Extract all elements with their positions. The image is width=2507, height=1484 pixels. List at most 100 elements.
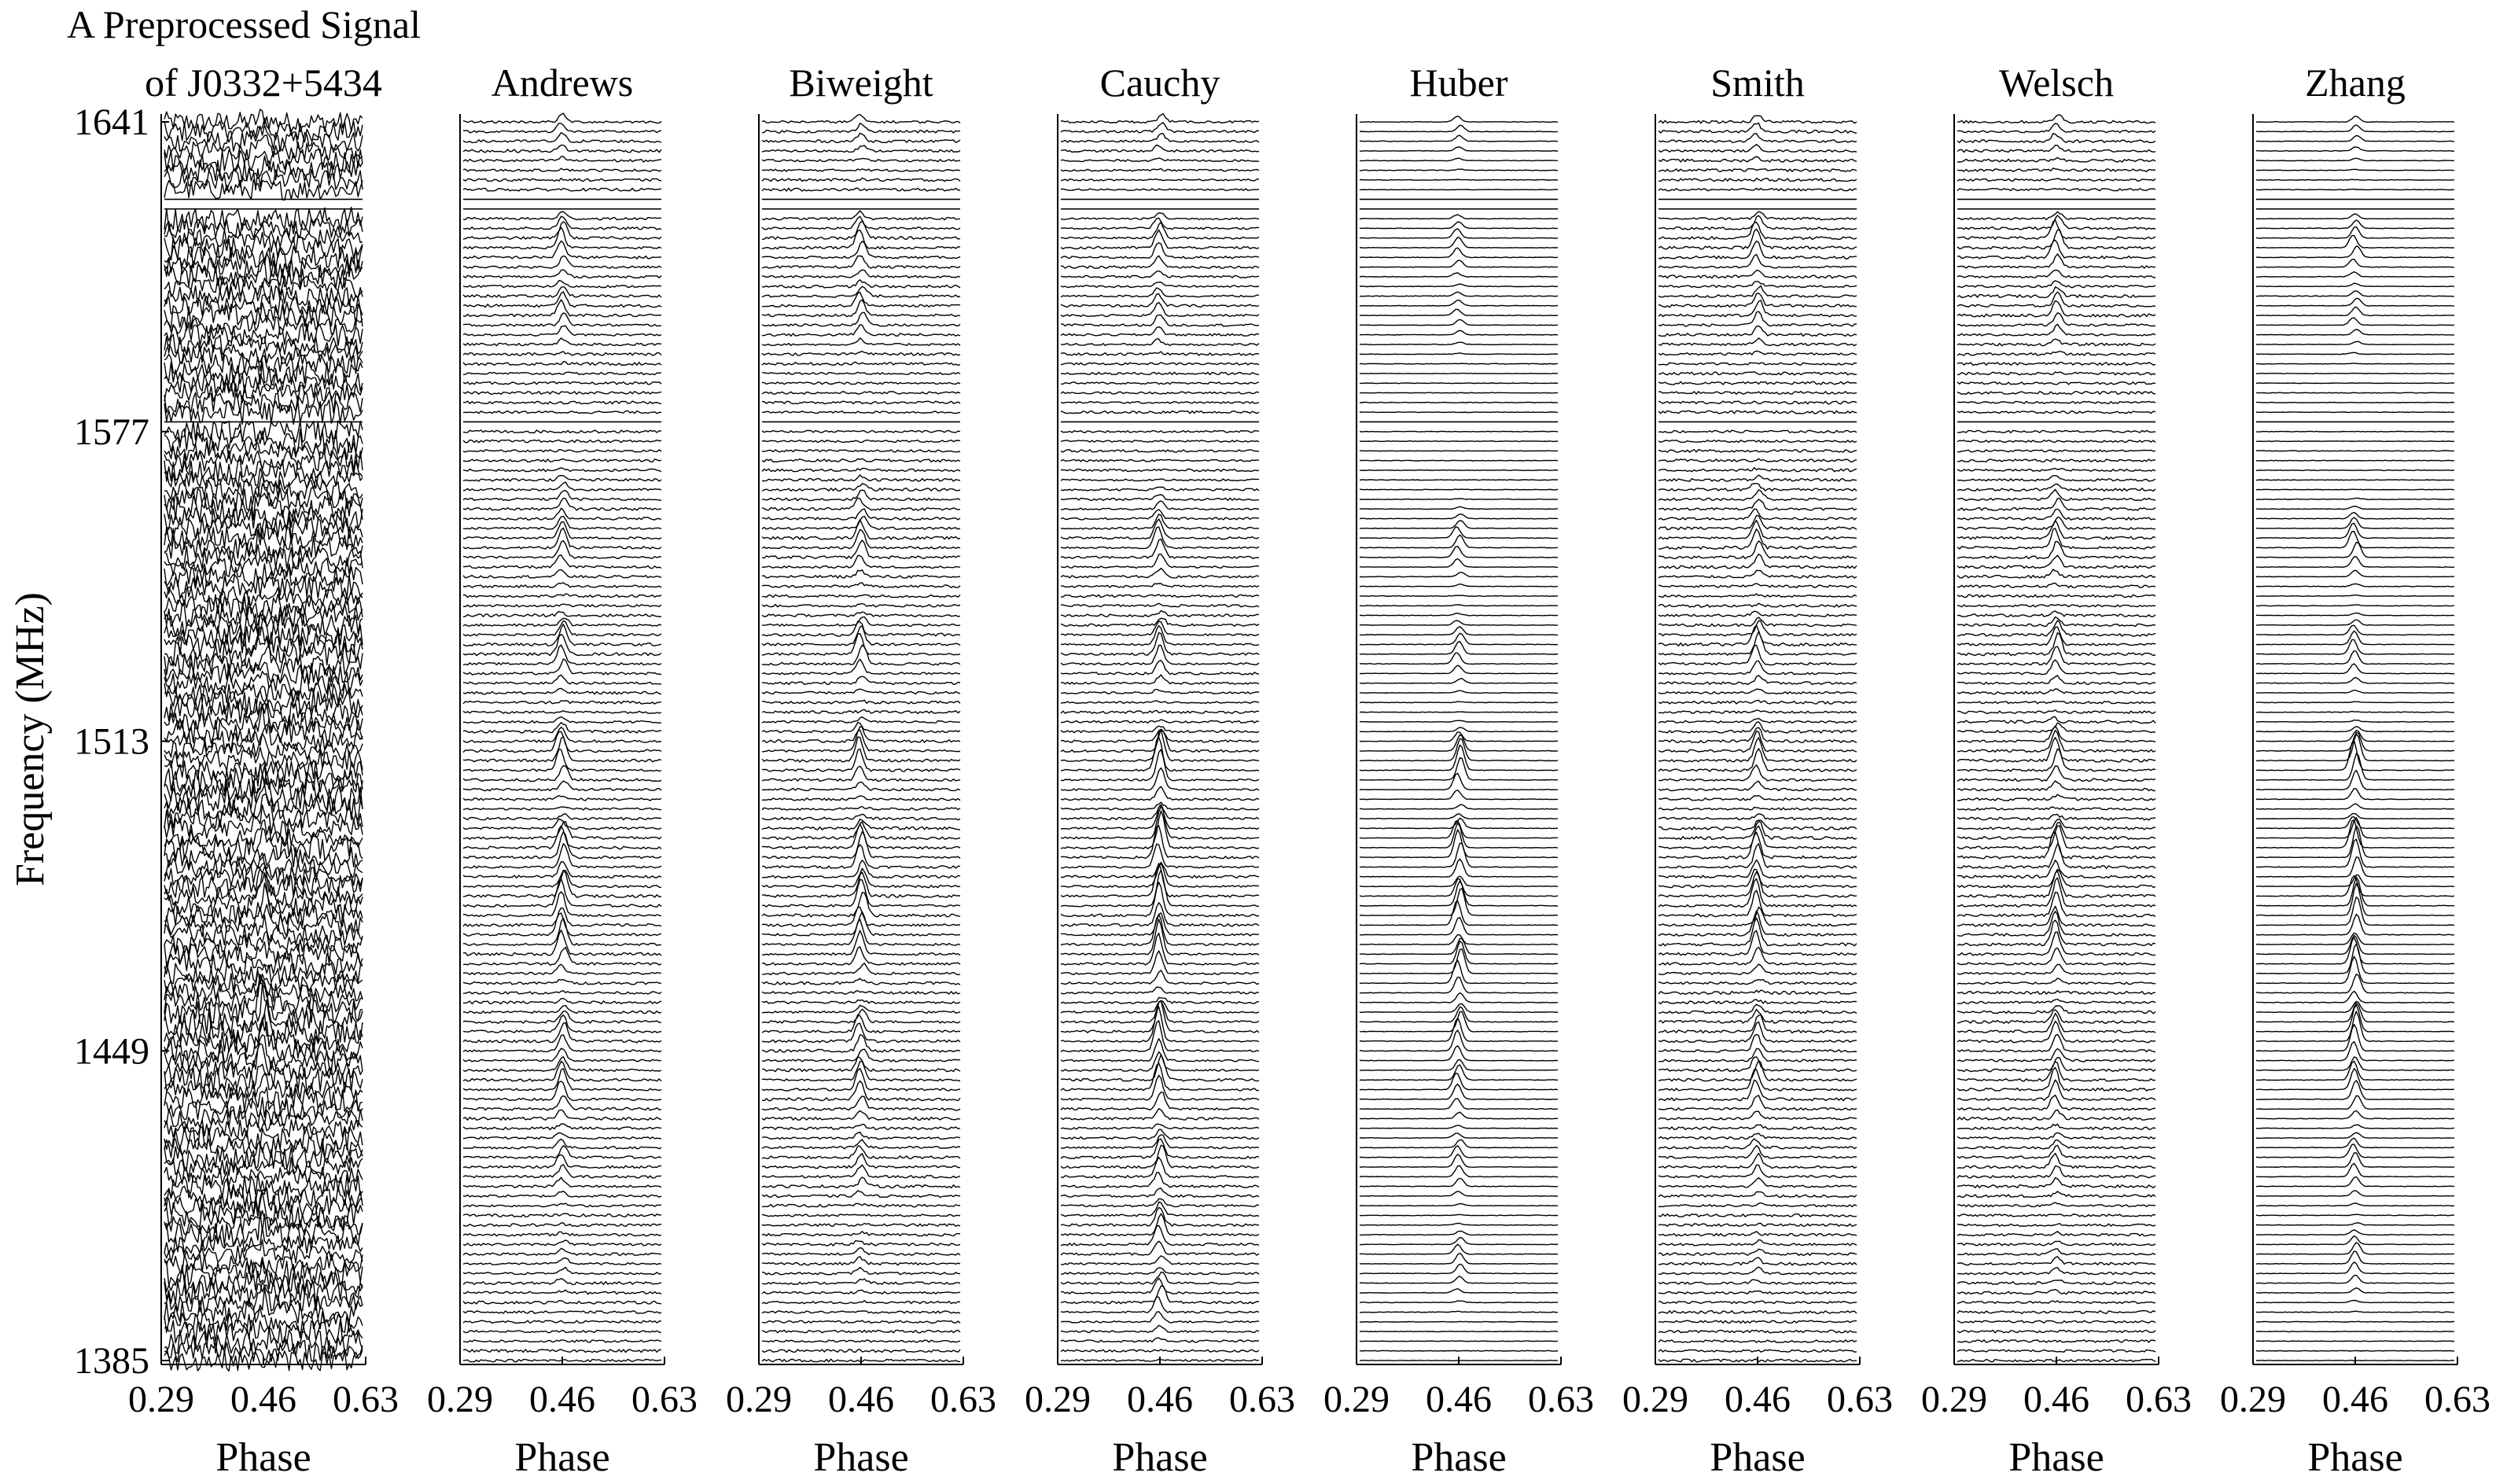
channel-trace (1060, 1129, 1260, 1140)
channel-trace (462, 617, 662, 627)
channel-trace (462, 361, 662, 366)
channel-trace (1060, 514, 1260, 530)
channel-trace (1060, 410, 1260, 414)
channel-trace (761, 978, 961, 985)
x-tick-label: 0.46 (2023, 1379, 2089, 1420)
channel-trace (1359, 300, 1559, 307)
channel-trace (2255, 689, 2455, 694)
channel-trace (2255, 913, 2455, 936)
channel-trace (1060, 902, 1260, 927)
channel-trace (1658, 1021, 1857, 1043)
x-axis-label: Phase (1411, 1435, 1506, 1480)
channel-trace (1360, 134, 1559, 142)
channel-trace (1060, 1224, 1260, 1246)
channel-trace (1060, 168, 1260, 172)
channel-trace (164, 1260, 363, 1287)
channel-trace (164, 275, 363, 298)
channel-trace (761, 279, 961, 289)
channel-trace (164, 1227, 363, 1254)
channel-trace (1060, 478, 1260, 482)
channel-trace (1658, 1177, 1857, 1188)
channel-trace (1359, 1243, 1559, 1255)
channel-trace (1359, 1252, 1559, 1265)
y-tick-label: 1577 (74, 411, 149, 453)
channel-trace (462, 458, 662, 463)
channel-trace (761, 821, 961, 841)
channel-trace (1658, 362, 1857, 366)
channel-trace (1658, 440, 1857, 444)
channel-trace (761, 1048, 960, 1062)
channel-trace (164, 168, 363, 191)
channel-trace (1061, 674, 1260, 685)
channel-trace (462, 878, 662, 908)
channel-trace (462, 1164, 662, 1179)
channel-trace (164, 519, 363, 551)
channel-trace (761, 781, 961, 792)
channel-trace (1359, 1059, 1558, 1071)
channel-trace (462, 497, 662, 511)
channel-trace (462, 255, 662, 269)
channel-trace (462, 1289, 662, 1295)
channel-trace (1957, 520, 2156, 540)
channel-trace (1359, 469, 1559, 471)
channel-trace (1957, 1358, 2156, 1363)
channel-trace (761, 892, 961, 918)
x-tick-label: 0.46 (2322, 1379, 2388, 1420)
x-tick-label: 0.63 (2424, 1379, 2490, 1420)
channel-trace (1359, 595, 1559, 597)
channel-trace (1658, 721, 1857, 734)
channel-trace (2255, 506, 2455, 510)
channel-trace (1658, 1257, 1857, 1266)
channel-trace (1658, 593, 1857, 598)
channel-trace (1060, 624, 1260, 646)
channel-trace (2255, 411, 2455, 414)
channel-trace (462, 929, 662, 956)
channel-trace (1658, 1124, 1857, 1131)
channel-trace (761, 569, 961, 579)
channel-trace (1060, 287, 1260, 298)
channel-trace (2255, 488, 2455, 491)
channel-trace (1957, 700, 2156, 705)
channel-trace (1957, 381, 2156, 385)
channel-trace (164, 1287, 363, 1325)
channel-trace (164, 763, 363, 793)
channel-trace (1658, 449, 1857, 453)
channel-trace (2255, 639, 2455, 655)
channel-trace (2255, 556, 2455, 569)
channel-trace (1359, 1003, 1559, 1014)
channel-trace (1658, 240, 1857, 260)
channel-trace (1658, 211, 1857, 221)
channel-trace (761, 795, 961, 801)
channel-trace (164, 626, 363, 657)
channel-trace (1359, 572, 1559, 578)
channel-trace (761, 1164, 961, 1179)
channel-trace (761, 1213, 961, 1217)
channel-trace (164, 1339, 363, 1363)
channel-trace (2255, 719, 2454, 723)
channel-trace (2255, 856, 2455, 878)
channel-trace (1060, 494, 1260, 502)
channel-trace (164, 250, 363, 278)
channel-trace (1957, 168, 2156, 172)
channel-trace (1957, 178, 2156, 182)
channel-trace (1359, 440, 1559, 443)
channel-trace (1658, 1164, 1857, 1179)
channel-trace (164, 1125, 363, 1151)
channel-trace (1658, 350, 1857, 356)
channel-trace (2255, 1242, 2454, 1255)
channel-trace (761, 497, 961, 511)
channel-trace (2255, 624, 2455, 636)
channel-trace (462, 818, 662, 830)
channel-trace (462, 716, 662, 724)
x-tick-label: 0.63 (1229, 1379, 1295, 1420)
channel-trace (462, 1358, 662, 1363)
channel-trace (761, 813, 961, 821)
channel-trace (164, 391, 363, 414)
channel-trace (761, 255, 961, 269)
channel-trace (1060, 500, 1260, 510)
channel-trace (1060, 659, 1260, 676)
channel-trace (462, 439, 662, 444)
channel-trace (1359, 632, 1559, 646)
channel-trace (1658, 1191, 1857, 1199)
channel-trace (1061, 583, 1260, 588)
